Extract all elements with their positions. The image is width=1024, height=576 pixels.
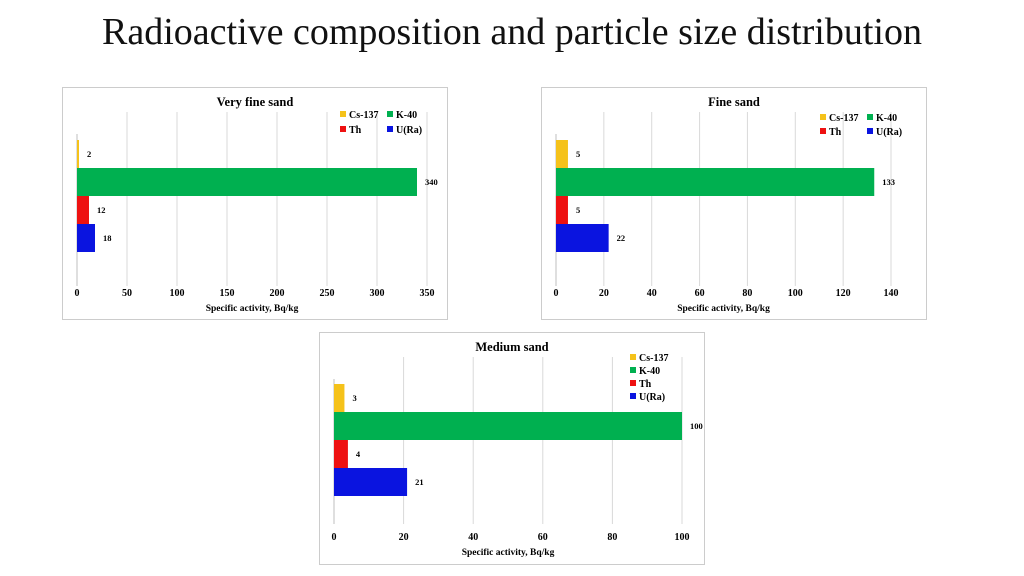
medium-sand-bar-u-ra	[334, 468, 408, 496]
very-fine-sand-data-label-k-40: 340	[425, 177, 438, 187]
medium-sand-tick-label: 0	[332, 532, 337, 543]
very-fine-sand-legend-swatch-th	[340, 126, 346, 132]
fine-sand-bar-th	[556, 196, 568, 224]
very-fine-sand-title: Very fine sand	[217, 95, 294, 109]
fine-sand-bar-u-ra	[556, 224, 609, 252]
very-fine-sand-legend-swatch-u-ra	[387, 126, 393, 132]
medium-sand-legend-swatch-k-40	[630, 367, 636, 373]
very-fine-sand-tick-label: 50	[122, 288, 132, 299]
fine-sand-tick-label: 60	[695, 288, 705, 299]
fine-sand-legend-label-u-ra: U(Ra)	[876, 127, 902, 138]
medium-sand-legend-swatch-u-ra	[630, 393, 636, 399]
chart-very-fine-sand: Very fine sand 0 50 100 150 200 250 300 350 2 340 1…	[62, 87, 448, 320]
very-fine-sand-data-label-u-ra: 18	[103, 233, 112, 243]
very-fine-sand-legend-swatch-cs-137	[340, 111, 346, 117]
very-fine-sand-legend-label-cs-137: Cs-137	[349, 110, 378, 121]
medium-sand-legend-swatch-cs-137	[630, 354, 636, 360]
very-fine-sand-bar-cs-137	[77, 140, 79, 168]
fine-sand-legend-swatch-k-40	[867, 114, 873, 120]
fine-sand-x-axis-label: Specific activity, Bq/kg	[677, 304, 770, 314]
medium-sand-data-label-k-40: 100	[690, 421, 703, 431]
fine-sand-bar-cs-137	[556, 140, 568, 168]
chart-svg-medium-sand: Medium sand 0 20 40 60 80 100 3 100 4 21 Specific a…	[332, 340, 703, 558]
chart-svg-very-fine-sand: Very fine sand 0 50 100 150 200 250 300 350 2 340 1…	[75, 95, 438, 314]
very-fine-sand-data-label-th: 12	[97, 205, 106, 215]
very-fine-sand-bar-th	[77, 196, 89, 224]
fine-sand-legend-swatch-u-ra	[867, 128, 873, 134]
fine-sand-title: Fine sand	[708, 95, 760, 109]
fine-sand-data-label-th: 5	[576, 205, 580, 215]
fine-sand-legend-swatch-th	[820, 128, 826, 134]
fine-sand-tick-label: 0	[554, 288, 559, 299]
chart-medium-sand: Medium sand 0 20 40 60 80 100 3 100 4 21 Specific a…	[319, 332, 705, 565]
very-fine-sand-x-axis-label: Specific activity, Bq/kg	[206, 304, 299, 314]
fine-sand-legend-label-th: Th	[829, 127, 842, 138]
slide-title: Radioactive composition and particle siz…	[102, 11, 922, 53]
medium-sand-tick-label: 40	[468, 532, 478, 543]
medium-sand-legend-label-th: Th	[639, 379, 652, 390]
medium-sand-bar-th	[334, 440, 348, 468]
very-fine-sand-tick-label: 200	[270, 288, 285, 299]
fine-sand-data-label-k-40: 133	[882, 177, 895, 187]
very-fine-sand-tick-label: 150	[220, 288, 235, 299]
very-fine-sand-tick-label: 100	[170, 288, 185, 299]
medium-sand-tick-label: 20	[399, 532, 409, 543]
medium-sand-tick-label: 80	[607, 532, 617, 543]
fine-sand-legend-swatch-cs-137	[820, 114, 826, 120]
medium-sand-data-label-u-ra: 21	[415, 477, 424, 487]
chart-fine-sand: Fine sand 0 20 40 60 80 100 120 140 5 133 5 22 Specif…	[541, 87, 927, 320]
fine-sand-bar-k-40	[556, 168, 875, 196]
very-fine-sand-tick-label: 250	[320, 288, 335, 299]
medium-sand-x-axis-label: Specific activity, Bq/kg	[462, 548, 555, 558]
very-fine-sand-tick-label: 0	[75, 288, 80, 299]
fine-sand-tick-label: 100	[788, 288, 803, 299]
fine-sand-legend-label-k-40: K-40	[876, 113, 897, 124]
fine-sand-tick-label: 80	[742, 288, 752, 299]
medium-sand-data-label-cs-137: 3	[352, 393, 356, 403]
very-fine-sand-tick-label: 350	[420, 288, 435, 299]
medium-sand-legend-label-k-40: K-40	[639, 366, 660, 377]
medium-sand-bar-cs-137	[334, 384, 345, 412]
medium-sand-tick-label: 100	[675, 532, 690, 543]
fine-sand-tick-label: 20	[599, 288, 609, 299]
fine-sand-legend-label-cs-137: Cs-137	[829, 113, 858, 124]
very-fine-sand-data-label-cs-137: 2	[87, 149, 91, 159]
medium-sand-bar-k-40	[334, 412, 682, 440]
very-fine-sand-legend-label-k-40: K-40	[396, 110, 417, 121]
very-fine-sand-legend-label-th: Th	[349, 125, 362, 136]
medium-sand-data-label-th: 4	[356, 449, 361, 459]
medium-sand-title: Medium sand	[475, 340, 548, 354]
fine-sand-tick-label: 120	[836, 288, 851, 299]
very-fine-sand-tick-label: 300	[370, 288, 385, 299]
medium-sand-legend-label-cs-137: Cs-137	[639, 353, 668, 364]
very-fine-sand-legend-swatch-k-40	[387, 111, 393, 117]
fine-sand-data-label-u-ra: 22	[617, 233, 626, 243]
medium-sand-legend-swatch-th	[630, 380, 636, 386]
fine-sand-data-label-cs-137: 5	[576, 149, 580, 159]
fine-sand-tick-label: 140	[884, 288, 899, 299]
fine-sand-tick-label: 40	[647, 288, 657, 299]
very-fine-sand-bar-k-40	[77, 168, 417, 196]
medium-sand-tick-label: 60	[538, 532, 548, 543]
very-fine-sand-legend-label-u-ra: U(Ra)	[396, 125, 422, 136]
chart-svg-fine-sand: Fine sand 0 20 40 60 80 100 120 140 5 133 5 22 Specif…	[554, 95, 903, 314]
medium-sand-legend-label-u-ra: U(Ra)	[639, 392, 665, 403]
very-fine-sand-bar-u-ra	[77, 224, 95, 252]
